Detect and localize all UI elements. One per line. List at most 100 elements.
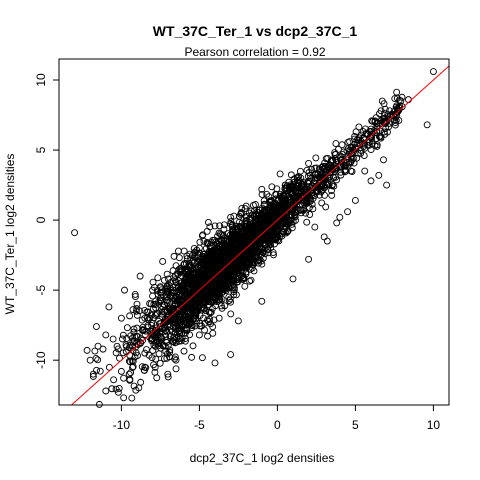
data-point — [152, 326, 160, 334]
data-point — [332, 140, 340, 148]
data-point — [209, 329, 217, 337]
data-point — [235, 268, 242, 276]
data-point — [263, 190, 271, 198]
data-point — [188, 353, 196, 361]
data-point — [149, 278, 157, 286]
data-point — [320, 165, 328, 173]
data-point — [311, 223, 319, 231]
data-point — [364, 131, 372, 139]
data-point — [164, 373, 172, 381]
data-point — [95, 400, 103, 408]
data-point — [89, 370, 97, 378]
data-point — [185, 277, 193, 285]
data-point — [262, 229, 270, 237]
data-point — [226, 295, 234, 303]
y-axis: -10 -5 0 5 10 — [34, 73, 59, 369]
data-point — [247, 276, 255, 284]
data-point — [230, 284, 238, 292]
data-point — [248, 264, 256, 272]
data-point — [123, 324, 131, 332]
chart-title: WT_37C_Ter_1 vs dcp2_37C_1 — [153, 23, 358, 39]
data-point — [257, 257, 265, 265]
y-tick-label: -5 — [34, 284, 48, 295]
data-point — [163, 299, 171, 306]
data-point — [92, 354, 100, 362]
data-point — [380, 128, 388, 136]
data-point — [242, 258, 250, 266]
data-point — [131, 290, 139, 298]
data-point — [216, 258, 224, 266]
data-point — [161, 355, 168, 363]
data-point — [183, 265, 191, 273]
data-point — [398, 103, 406, 111]
data-point — [228, 251, 236, 259]
data-point — [121, 286, 128, 294]
data-point — [164, 275, 172, 283]
data-point — [225, 265, 233, 273]
data-point — [162, 347, 170, 355]
data-point — [336, 213, 344, 221]
data-point — [281, 184, 289, 192]
data-point — [347, 167, 355, 175]
data-point — [219, 260, 227, 268]
data-point — [240, 274, 248, 282]
data-point — [185, 279, 193, 287]
data-point — [234, 247, 242, 255]
data-point — [211, 222, 219, 230]
data-point — [195, 331, 203, 339]
data-point — [154, 274, 162, 282]
data-point — [91, 347, 99, 355]
data-point — [269, 233, 276, 241]
data-point — [141, 314, 149, 322]
data-point — [368, 117, 376, 125]
data-point — [191, 248, 199, 256]
data-point — [265, 220, 273, 228]
data-point — [156, 297, 164, 305]
data-point — [112, 385, 120, 393]
data-point — [186, 272, 194, 280]
data-point — [230, 276, 238, 284]
data-point — [177, 279, 185, 287]
data-point — [212, 247, 220, 255]
fit-layer — [71, 65, 450, 406]
data-point — [93, 366, 100, 374]
data-point — [309, 205, 317, 213]
data-point — [203, 227, 211, 235]
data-point — [156, 359, 164, 367]
data-point — [249, 219, 257, 226]
data-point — [207, 308, 215, 316]
data-point — [170, 318, 178, 326]
data-point — [297, 197, 305, 204]
data-point — [152, 339, 160, 347]
data-point — [181, 335, 189, 343]
y-tick-label: 5 — [34, 146, 48, 153]
data-point — [102, 387, 110, 395]
data-point — [423, 121, 431, 129]
data-point — [120, 394, 128, 402]
data-point — [232, 265, 240, 273]
data-point — [242, 270, 250, 278]
data-point — [96, 367, 104, 375]
data-point — [227, 351, 235, 359]
data-point — [256, 242, 264, 250]
data-point — [141, 306, 149, 314]
data-point — [130, 328, 138, 336]
data-point — [131, 333, 139, 341]
x-axis: -10 -5 0 5 10 — [113, 405, 440, 432]
y-axis-label: WT_37C_Ter_1 log2 densities — [3, 154, 17, 315]
data-point — [214, 276, 222, 284]
data-point — [183, 316, 191, 324]
data-point — [266, 201, 274, 209]
data-point — [230, 212, 238, 220]
data-point — [123, 343, 131, 350]
data-point — [391, 121, 399, 129]
data-point — [209, 296, 217, 304]
data-point — [138, 363, 146, 371]
data-point — [199, 252, 207, 260]
x-tick-label: 0 — [274, 418, 281, 432]
data-point — [158, 308, 166, 316]
plot-area — [58, 58, 450, 408]
data-point — [312, 154, 320, 162]
data-point — [392, 110, 400, 118]
data-point — [211, 265, 219, 273]
